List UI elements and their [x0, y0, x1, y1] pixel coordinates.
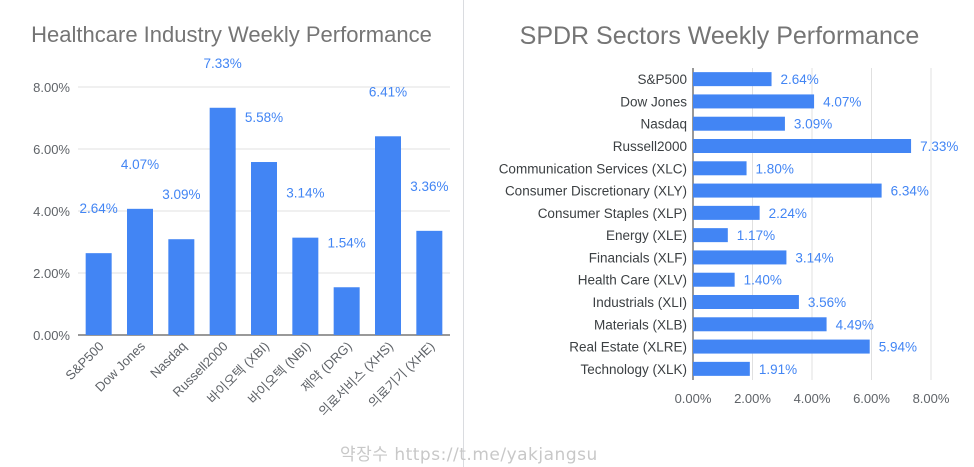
- y-category-label: Nasdaq: [640, 117, 687, 132]
- bar-value-label: 1.91%: [759, 362, 797, 377]
- bar-value-label: 3.36%: [410, 179, 448, 194]
- bar-value-label: 3.56%: [808, 295, 846, 310]
- bar-value-label: 4.07%: [823, 94, 861, 109]
- bar: [693, 72, 772, 87]
- y-tick-label: 2.00%: [33, 266, 70, 281]
- y-category-label: Communication Services (XLC): [499, 161, 687, 176]
- bar: [693, 205, 760, 220]
- x-tick-label: 6.00%: [853, 391, 890, 406]
- y-category-label: Consumer Discretionary (XLY): [505, 184, 687, 199]
- y-category-label: Health Care (XLV): [578, 273, 687, 288]
- bar-value-label: 7.33%: [920, 139, 958, 154]
- y-category-label: Technology (XLK): [580, 362, 687, 377]
- bar-value-label: 2.64%: [781, 72, 819, 87]
- bar: [693, 139, 912, 153]
- healthcare-chart-title: Healthcare Industry Weekly Performance: [31, 22, 432, 47]
- spdr-horizontal-bar-chart: 0.00% 2.00% 4.00% 6.00% 8.00% 2.64% S&P500 4.07…: [499, 68, 958, 406]
- bar: [251, 162, 277, 335]
- bar-value-label: 5.58%: [245, 110, 283, 125]
- bar-value-label: 6.41%: [369, 84, 407, 99]
- y-tick-label: 4.00%: [33, 204, 70, 219]
- bar: [693, 250, 787, 265]
- bar-value-label: 6.34%: [891, 184, 929, 199]
- y-category-label: Dow Jones: [620, 94, 687, 109]
- bar: [693, 94, 815, 109]
- bar-value-label: 3.09%: [794, 117, 832, 132]
- bar-value-label: 3.09%: [162, 187, 200, 202]
- bar-value-label: 1.80%: [756, 161, 794, 176]
- bar: [333, 287, 360, 335]
- bar: [693, 183, 882, 198]
- bar: [693, 161, 747, 176]
- bar-value-label: 4.49%: [836, 317, 874, 332]
- y-category-label: Consumer Staples (XLP): [538, 206, 687, 221]
- y-category-label: Energy (XLE): [606, 228, 687, 243]
- bar: [693, 295, 799, 309]
- healthcare-bar-chart: 0.00%2.00%4.00%6.00%8.00%2.64%S&P5004.07…: [33, 56, 450, 419]
- bar-value-label: 1.54%: [328, 235, 366, 250]
- bar: [375, 136, 401, 335]
- spdr-chart-title: SPDR Sectors Weekly Performance: [519, 22, 920, 50]
- bar: [292, 237, 319, 335]
- y-tick-label: 0.00%: [33, 328, 70, 343]
- spdr-chart-panel: SPDR Sectors Weekly Performance 0.00% 2.0…: [465, 0, 974, 467]
- bar: [416, 230, 443, 335]
- bar-value-label: 3.14%: [286, 186, 324, 201]
- y-category-label: Russell2000: [613, 139, 687, 154]
- bar: [209, 107, 236, 336]
- bar: [168, 239, 195, 335]
- y-category-label: S&P500: [637, 72, 687, 87]
- x-tick-label: 0.00%: [675, 391, 712, 406]
- bar-value-label: 7.33%: [204, 56, 242, 71]
- bar: [693, 317, 827, 332]
- x-tick-label: 2.00%: [734, 391, 771, 406]
- x-tick-label: 4.00%: [794, 391, 831, 406]
- y-category-label: Industrials (XLI): [592, 295, 687, 310]
- bar-value-label: 5.94%: [879, 340, 917, 355]
- bar-value-label: 4.07%: [121, 157, 159, 172]
- bar: [693, 339, 870, 354]
- bar-value-label: 2.24%: [769, 206, 807, 221]
- bar: [85, 253, 112, 335]
- bar-value-label: 3.14%: [795, 250, 833, 265]
- bar-value-label: 1.40%: [744, 273, 782, 288]
- bar-value-label: 1.17%: [737, 228, 775, 243]
- x-tick-label: 의료서비스 (XHS): [316, 339, 396, 419]
- bar: [693, 228, 728, 243]
- bar: [127, 208, 153, 335]
- bar: [693, 116, 785, 131]
- bar-value-label: 2.64%: [80, 201, 118, 216]
- bar: [693, 361, 750, 376]
- y-category-label: Financials (XLF): [589, 250, 687, 265]
- y-category-label: Real Estate (XLRE): [569, 340, 687, 355]
- y-category-label: Materials (XLB): [594, 317, 687, 332]
- watermark-text: 약장수 https://t.me/yakjangsu: [340, 445, 598, 465]
- bar: [693, 272, 735, 287]
- y-tick-label: 8.00%: [33, 80, 70, 95]
- y-tick-label: 6.00%: [33, 142, 70, 157]
- x-tick-label: 8.00%: [913, 391, 950, 406]
- healthcare-chart-panel: Healthcare Industry Weekly Performance 0…: [0, 0, 464, 467]
